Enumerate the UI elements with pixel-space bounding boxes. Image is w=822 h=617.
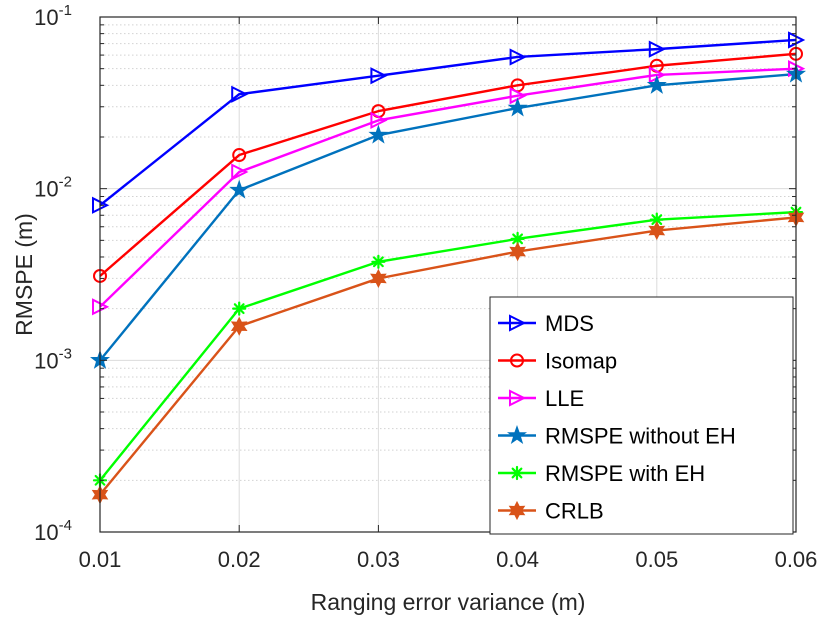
data-point (231, 85, 249, 103)
data-point (370, 67, 388, 85)
data-point (232, 148, 247, 163)
x-tick-labels: 0.01 0.02 0.03 0.04 0.05 0.06 (79, 547, 818, 572)
legend-item: Isomap (498, 349, 617, 374)
data-point (507, 97, 528, 117)
legend-marker (508, 500, 526, 521)
x-tick-label: 0.03 (357, 547, 400, 572)
legend-item: RMSPE with EH (498, 461, 705, 486)
y-tick-label: 10-4 (34, 517, 72, 545)
legend-label: MDS (545, 311, 594, 336)
data-point (509, 241, 526, 262)
legend-item: CRLB (498, 499, 604, 524)
x-tick-label: 0.05 (635, 547, 678, 572)
series-line (99, 216, 797, 496)
data-point (229, 179, 250, 199)
y-tick-labels: 10-1 10-2 10-3 10-4 (34, 2, 72, 545)
legend-item: RMSPE without EH (498, 424, 736, 449)
axis-ticks (99, 17, 797, 533)
legend-label: LLE (545, 386, 584, 411)
data-point (232, 301, 247, 316)
y-tick-label: 10-3 (34, 345, 72, 373)
data-point (230, 316, 248, 336)
legend-marker (509, 314, 527, 332)
legend-marker (506, 424, 528, 445)
plot-frame (99, 16, 797, 533)
legend-label: Isomap (545, 349, 617, 374)
legend-marker (510, 353, 524, 368)
data-point (648, 220, 666, 241)
series-line (99, 38, 797, 207)
series-line (99, 72, 797, 362)
data-point (368, 124, 389, 144)
series-line (99, 52, 797, 277)
legend-marker (509, 465, 525, 481)
x-tick-label: 0.04 (496, 547, 539, 572)
data-point (509, 48, 527, 66)
x-axis-label: Ranging error variance (m) (311, 589, 586, 615)
legend-label: RMSPE with EH (545, 461, 705, 486)
data-point (371, 254, 386, 269)
data-point (370, 111, 388, 129)
legend-box (489, 296, 794, 535)
legend: MDS Isomap LLE RMSPE without EH RMSPE with E… (489, 296, 794, 535)
legend-label: RMSPE without EH (545, 424, 736, 449)
data-point (648, 40, 667, 58)
series-line (99, 210, 797, 482)
data-point (646, 74, 667, 94)
legend-label: CRLB (545, 499, 604, 524)
legend-marker (509, 389, 527, 407)
legend-item: LLE (498, 386, 584, 411)
y-tick-label: 10-1 (34, 2, 72, 30)
series-lines (99, 38, 797, 496)
x-tick-label: 0.02 (218, 547, 261, 572)
legend-item: MDS (498, 311, 594, 336)
data-point (231, 163, 249, 181)
data-point (370, 268, 387, 289)
series-line (99, 67, 797, 308)
series-markers (89, 31, 807, 505)
y-axis-label: RMSPE (m) (11, 213, 37, 336)
y-tick-label: 10-2 (34, 174, 72, 202)
x-tick-label: 0.01 (79, 547, 122, 572)
x-tick-label: 0.06 (775, 547, 818, 572)
